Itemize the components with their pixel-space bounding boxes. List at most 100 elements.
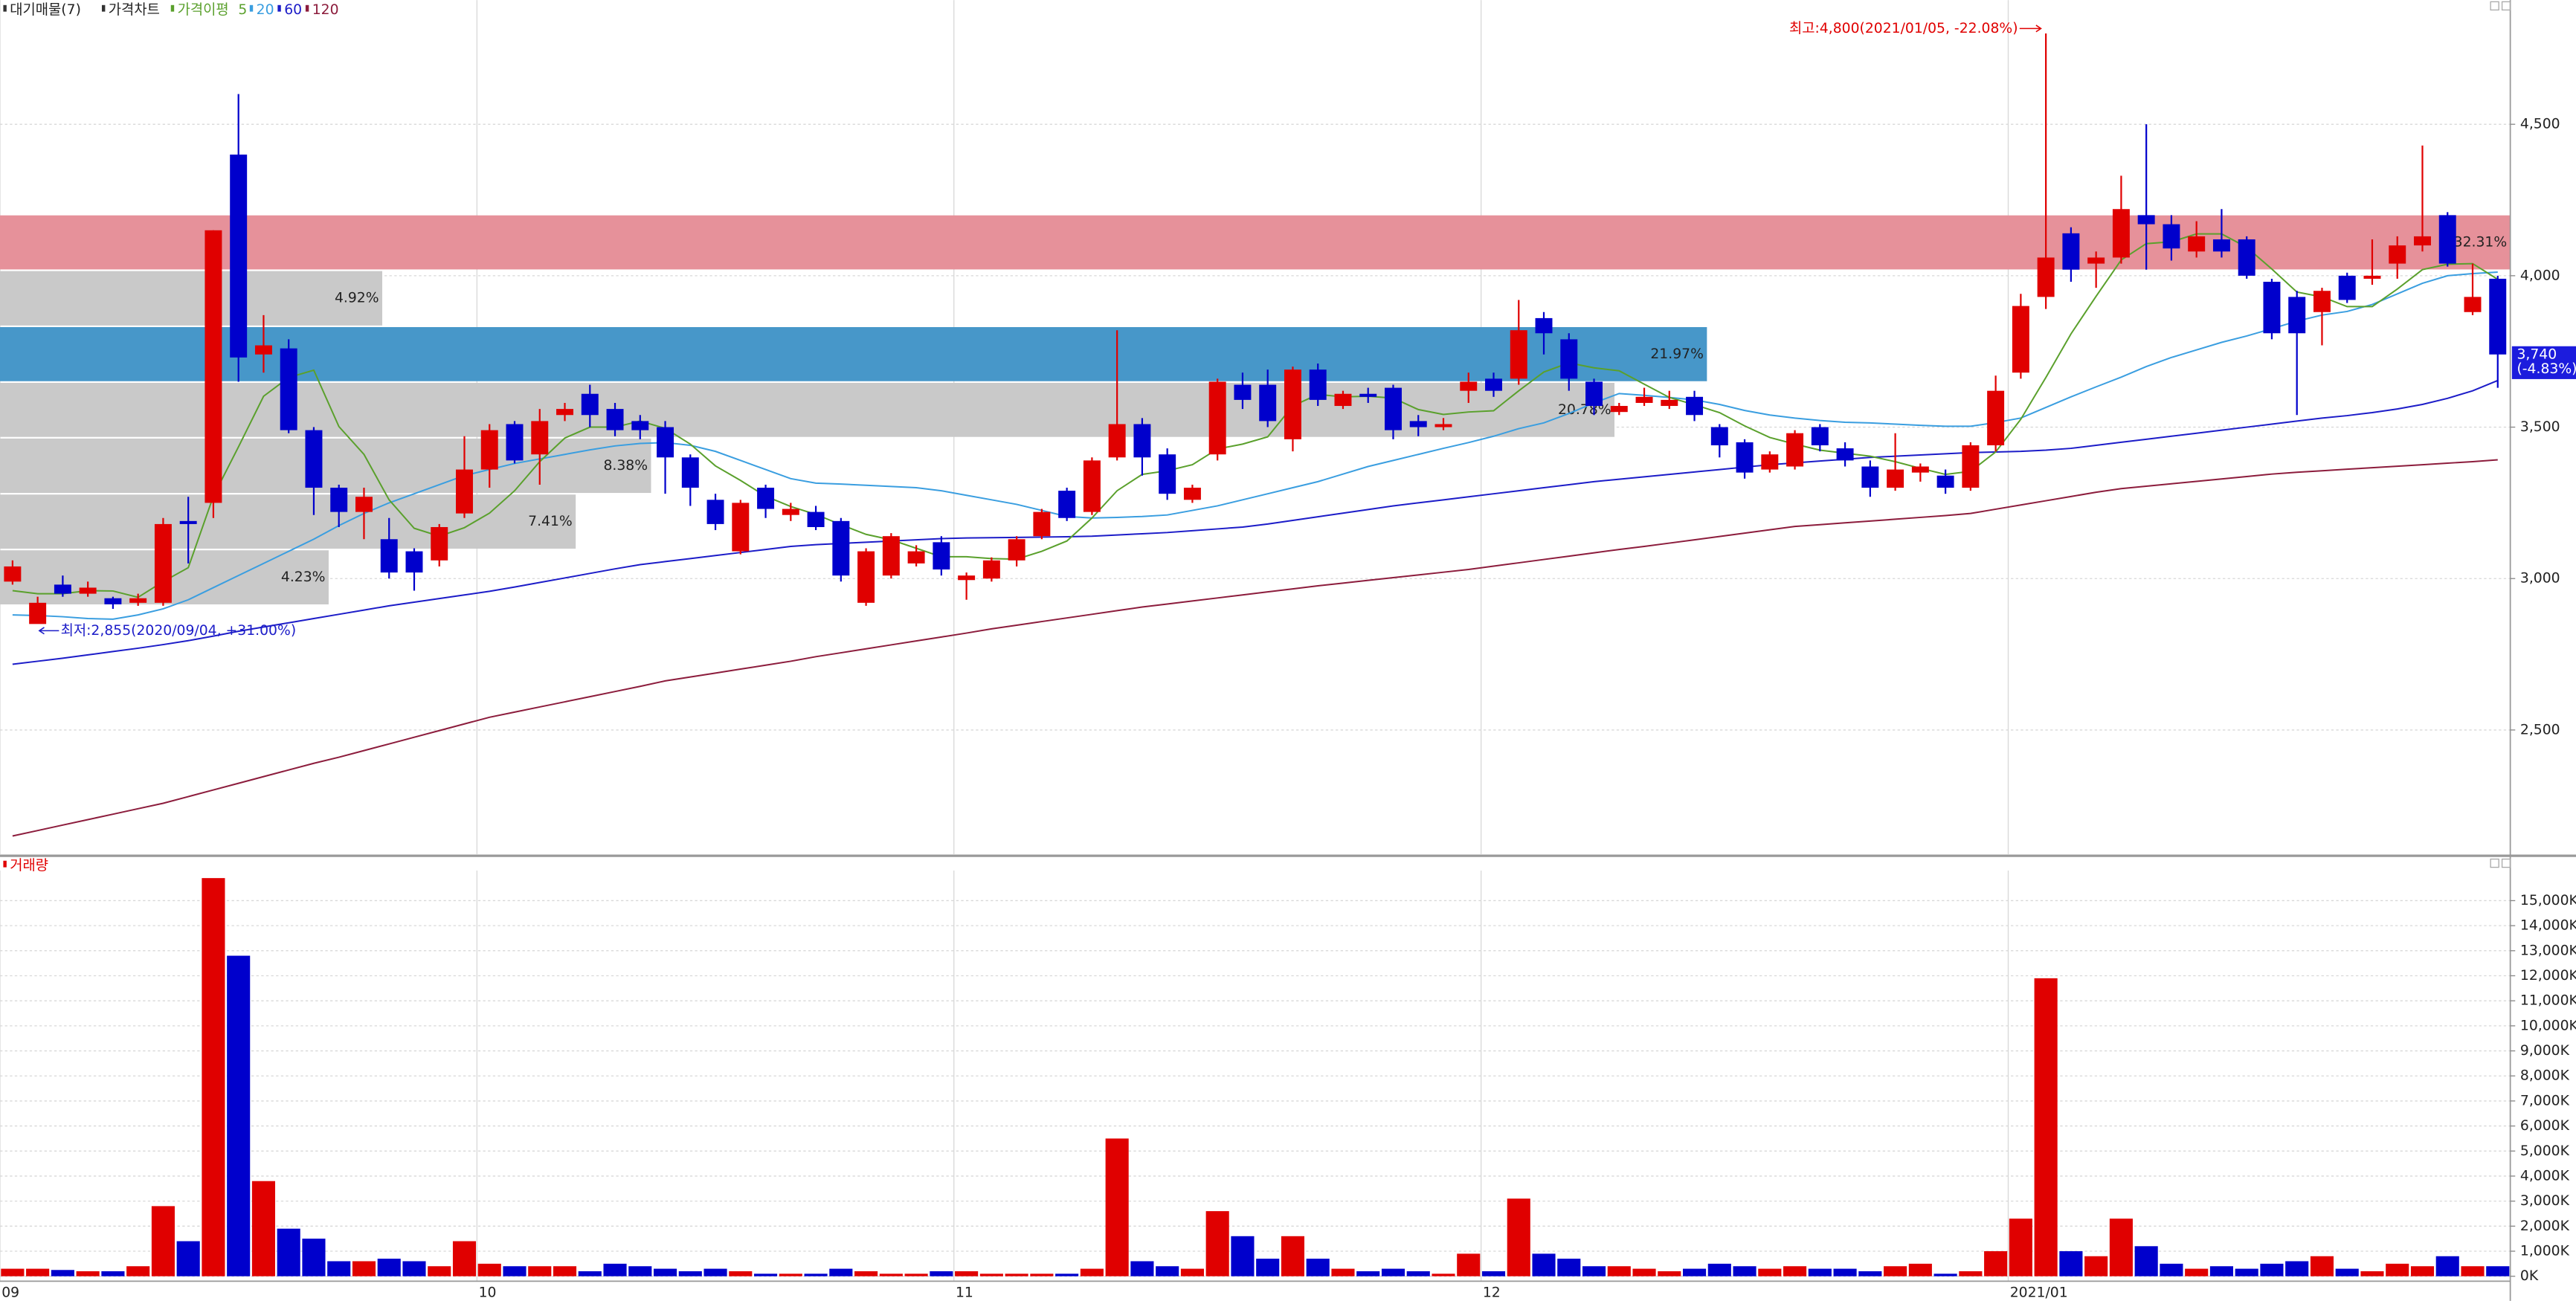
volume-bar [553, 1266, 577, 1276]
volume-bar [1080, 1268, 1104, 1276]
legend-item: 5 [238, 2, 247, 18]
volume-bar [1406, 1271, 1430, 1276]
window-button[interactable] [2501, 1, 2511, 11]
volume-bar [854, 1271, 878, 1276]
y-tick-label: 10,000K [2520, 1018, 2576, 1033]
profile-label: 7.41% [528, 514, 573, 529]
candle-body [405, 551, 423, 573]
legend: 대기매물(7) 가격차트 가격이평 5 20 60 120 [3, 1, 339, 18]
volume-bar [1, 1268, 25, 1276]
volume-bar [477, 1263, 501, 1276]
candle-body [2037, 257, 2055, 297]
candle-body [1610, 406, 1628, 413]
volume-bar [352, 1261, 376, 1276]
volume-bar [804, 1273, 828, 1276]
y-tick-label: 9,000K [2520, 1043, 2570, 1059]
y-tick-label: 11,000K [2520, 993, 2576, 1009]
volume-bar [1005, 1273, 1028, 1276]
volume-bar [829, 1268, 853, 1276]
y-tick-label: 3,000K [2520, 1193, 2570, 1209]
candle-body [104, 598, 122, 604]
candle-body [1083, 460, 1101, 512]
y-tick-label: 4,500 [2520, 117, 2560, 132]
candle-body [1284, 369, 1301, 439]
candle-body [1434, 424, 1452, 427]
volume-bar [1884, 1266, 1907, 1276]
candle-body [1710, 427, 1728, 445]
candle-body [1585, 381, 1603, 407]
x-tick-label: 2021/01 [2010, 1285, 2068, 1300]
volume-bar [2209, 1266, 2233, 1276]
candle-body [154, 523, 172, 603]
volume-bar [779, 1273, 802, 1276]
candle-body [2338, 275, 2356, 300]
moving-average [12, 459, 2498, 837]
volume-bar [2160, 1263, 2183, 1276]
volume-bar [1858, 1271, 1882, 1276]
candle-body [330, 488, 348, 512]
volume-bar [1457, 1253, 1481, 1276]
moving-average [12, 379, 2499, 665]
candle-body [1936, 475, 1954, 488]
last-price: 3,740 [2517, 346, 2557, 362]
volume-bar [930, 1271, 953, 1276]
y-tick-label: 2,000K [2520, 1218, 2570, 1234]
candle-body [832, 520, 850, 576]
candle-body [1008, 539, 1025, 561]
volume-bar [176, 1241, 200, 1276]
volume-bar [377, 1259, 401, 1276]
candle-body [933, 542, 950, 570]
candle-body [1811, 427, 1829, 445]
candle-body [2238, 239, 2255, 276]
volume-bar [2185, 1268, 2209, 1276]
candle-body [1108, 424, 1126, 458]
volume-bar [2134, 1246, 2158, 1276]
legend-marker [101, 4, 106, 12]
volume-bar [2084, 1256, 2108, 1276]
window-button[interactable] [2501, 858, 2511, 868]
last-price-box [2511, 346, 2576, 379]
candle-body [2288, 297, 2306, 334]
candle-body [2163, 224, 2180, 249]
marks-layer [1, 33, 2510, 1276]
volume-title: 거래량 [10, 857, 48, 874]
volume-bar [628, 1266, 652, 1276]
volume-bar [528, 1266, 552, 1276]
volume-bar [151, 1206, 175, 1276]
candle-body [1159, 454, 1176, 494]
volume-bar [1707, 1263, 1731, 1276]
volume-bar [879, 1273, 903, 1276]
volume-bar [126, 1266, 150, 1276]
legend-item: 대기매물(7) [10, 1, 81, 18]
candle-body [280, 348, 297, 430]
candle-body [4, 566, 22, 582]
candle-body [380, 539, 398, 573]
candle-body [1786, 433, 1804, 467]
profile-zone [0, 215, 2511, 270]
y-tick-label: 3,500 [2520, 419, 2560, 435]
volume-bar [101, 1271, 125, 1276]
candle-body [1133, 424, 1151, 458]
low-note: 최저:2,855(2020/09/04, +31.00%) [61, 622, 297, 639]
window-button[interactable] [2490, 1, 2499, 11]
candle-body [2263, 282, 2281, 334]
volume-bar [1331, 1268, 1355, 1276]
volume-bar [1682, 1268, 1707, 1276]
window-button[interactable] [2490, 858, 2499, 868]
candle-body [2112, 209, 2130, 258]
profile-label: 4.23% [281, 569, 326, 585]
candle-body [2087, 257, 2105, 264]
legend-marker [305, 4, 309, 12]
y-tick-label: 8,000K [2520, 1068, 2570, 1084]
candle-body [757, 488, 775, 509]
volume-bar [1281, 1236, 1305, 1276]
volume-bar [277, 1228, 300, 1276]
x-tick-label: 11 [956, 1285, 973, 1300]
legend-marker [249, 4, 254, 12]
profile-zone [0, 438, 651, 494]
x-tick-label: 09 [1, 1285, 19, 1300]
volume-bar [1532, 1253, 1556, 1276]
x-tick-label: 10 [479, 1285, 497, 1300]
volume-bar [1933, 1273, 1957, 1276]
